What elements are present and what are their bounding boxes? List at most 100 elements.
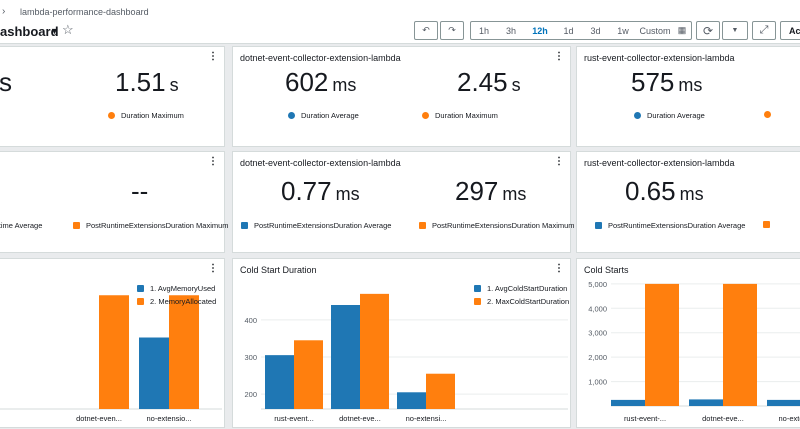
legend-post-runtime-maximum	[763, 221, 776, 228]
y-tick-label: 5,000	[588, 280, 607, 289]
time-range-12h[interactable]: 12h	[532, 25, 548, 36]
legend-swatch	[137, 298, 144, 305]
widget-menu-icon[interactable]: ⋮	[208, 263, 218, 274]
duration-average-value: 575 ms	[631, 67, 703, 97]
widget-title: dotnet-event-collector-extension-lambda	[240, 53, 401, 63]
widget-menu-icon[interactable]: ⋮	[554, 156, 564, 167]
time-range-selector: 1h 3h 12h 1d 3d 1w Custom ▦	[470, 21, 692, 40]
legend-swatch	[634, 112, 641, 119]
y-tick-label: 1,000	[588, 378, 607, 387]
refresh-icon: ⟳	[702, 23, 714, 38]
bar	[139, 337, 169, 409]
legend-swatch	[108, 112, 115, 119]
bar	[689, 399, 723, 406]
legend-duration-maximum: Duration Maximum	[108, 111, 184, 120]
legend-duration-average: Duration Average	[634, 111, 705, 120]
actions-button[interactable]: Ac	[780, 21, 800, 40]
legend-swatch	[137, 285, 144, 292]
post-runtime-maximum-value: 297 ms	[455, 176, 527, 206]
breadcrumb-separator-icon: ›	[2, 6, 6, 17]
legend-post-runtime-average: PostRuntimeExtensionsDuration Average	[241, 221, 391, 230]
legend-avg-memory-used: 1. AvgMemoryUsed	[137, 284, 215, 293]
legend-swatch	[474, 298, 481, 305]
bar	[169, 295, 199, 409]
duration-average-value: 602 ms	[285, 67, 357, 97]
calendar-icon[interactable]: ▦	[677, 25, 687, 35]
actions-label: Ac	[789, 25, 800, 36]
legend-duration-maximum	[764, 111, 777, 118]
widget-title: rust-event-collector-extension-lambda	[584, 53, 735, 63]
widget-menu-icon[interactable]: ⋮	[554, 263, 564, 274]
duration-panel-dotnet: dotnet-event-collector-extension-lambda …	[232, 46, 571, 147]
widget-title: dotnet-event-collector-extension-lambda	[240, 158, 401, 168]
legend-post-runtime-average: PostRuntimeExtensionsDuration Average	[595, 221, 745, 230]
redo-icon: ↷	[448, 25, 456, 35]
duration-maximum-value: 1.51 s	[115, 67, 179, 97]
fullscreen-button[interactable]: ⤢	[752, 21, 776, 40]
breadcrumb[interactable]: lambda-performance-dashboard	[20, 7, 149, 17]
undo-icon: ↶	[422, 25, 430, 35]
undo-button[interactable]: ↶	[414, 21, 438, 40]
y-tick-label: 3,000	[588, 329, 607, 338]
widget-title: rust-event-collector-extension-lambda	[584, 158, 735, 168]
y-tick-label: 300	[244, 353, 257, 362]
time-range-1d[interactable]: 1d	[563, 25, 574, 36]
post-runtime-panel-rust: rust-event-collector-extension-lambda 0.…	[576, 151, 800, 253]
legend-swatch	[422, 112, 429, 119]
duration-panel-rust: rust-event-collector-extension-lambda 57…	[576, 46, 800, 147]
post-runtime-panel-dotnet: dotnet-event-collector-extension-lambda …	[232, 151, 575, 253]
widget-menu-icon[interactable]: ⋮	[208, 156, 218, 167]
legend-swatch	[241, 222, 248, 229]
refresh-button[interactable]: ⟳	[696, 21, 720, 40]
bar	[265, 355, 294, 409]
post-runtime-maximum-value: --	[131, 176, 149, 206]
y-tick-label: 2,000	[588, 353, 607, 362]
bar	[397, 392, 426, 409]
legend-swatch	[764, 111, 771, 118]
bar	[99, 295, 129, 409]
post-runtime-average-value: 0.65 ms	[625, 176, 704, 206]
time-range-custom[interactable]: Custom	[639, 25, 671, 36]
chevron-down-icon: ▼	[731, 27, 739, 34]
time-range-1h[interactable]: 1h	[478, 25, 489, 36]
legend-duration-average: Duration Average	[288, 111, 359, 120]
cold-start-duration-panel: Cold Start Duration ⋮ 200 300 400 rust-even…	[232, 258, 571, 428]
favorite-star-icon[interactable]: ☆	[62, 22, 74, 37]
legend-memory-allocated: 2. MemoryAllocated	[137, 297, 216, 306]
redo-button[interactable]: ↷	[440, 21, 464, 40]
widget-title: Cold Start Duration	[240, 265, 317, 275]
y-tick-label: 200	[244, 390, 257, 399]
bar	[331, 305, 360, 409]
widget-menu-icon[interactable]: ⋮	[208, 51, 218, 62]
dashboard-header: › lambda-performance-dashboard ashboard …	[0, 0, 800, 44]
legend-swatch	[763, 221, 770, 228]
y-tick-label: 400	[244, 316, 257, 325]
bar	[360, 293, 389, 409]
memory-chart-panel: ⋮ dotnet-even... no-extensio... 1. AvgMem…	[0, 258, 225, 428]
widget-menu-icon[interactable]: ⋮	[554, 51, 564, 62]
legend-post-runtime-maximum: PostRuntimeExtensionsDuration Maximum	[419, 221, 575, 230]
legend-post-runtime-average: Runtime Average	[0, 221, 43, 230]
legend-swatch	[419, 222, 426, 229]
legend-avg-cold-start: 1. AvgColdStartDuration	[474, 284, 567, 293]
duration-panel-left: ⋮ s 1.51s e Duration Maximum	[0, 46, 225, 147]
bar	[294, 340, 323, 409]
legend-swatch	[474, 285, 481, 292]
cold-starts-panel: Cold Starts 1,000 2,000 3,000 4,000 5,000 rus…	[576, 258, 800, 428]
bar	[645, 283, 679, 406]
title-dropdown-icon[interactable]: ▼	[50, 26, 59, 36]
time-range-3d[interactable]: 3d	[590, 25, 601, 36]
page-title: ashboard	[0, 24, 59, 39]
duration-maximum-value: 2.45 s	[457, 67, 521, 97]
refresh-options-button[interactable]: ▼	[722, 21, 748, 40]
bar	[611, 399, 645, 406]
post-runtime-panel-left: ⋮ -- Runtime Average PostRuntimeExtensio…	[0, 151, 229, 253]
time-range-1w[interactable]: 1w	[617, 25, 629, 36]
bar	[767, 399, 800, 406]
post-runtime-average-value: 0.77 ms	[281, 176, 360, 206]
widget-title: Cold Starts	[584, 265, 629, 275]
duration-average-value: s	[0, 67, 12, 97]
time-range-3h[interactable]: 3h	[505, 25, 516, 36]
bar	[426, 373, 455, 409]
